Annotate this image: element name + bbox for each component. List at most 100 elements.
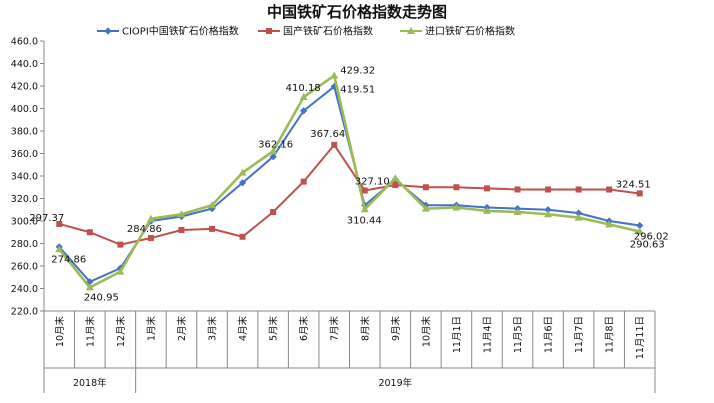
y-tick-label: 400.0 xyxy=(11,104,38,115)
data-label: 297.37 xyxy=(29,213,64,224)
series-point xyxy=(575,186,582,193)
x-tick-label: 11月8日 xyxy=(605,316,616,353)
series-point xyxy=(331,141,338,148)
series-point xyxy=(514,186,521,193)
series-point xyxy=(147,235,154,242)
x-tick-label: 11月1日 xyxy=(452,316,463,353)
x-tick-label: 11月末 xyxy=(84,316,96,348)
series-point xyxy=(635,227,644,235)
series-layer xyxy=(55,71,644,291)
y-tick-label: 260.0 xyxy=(11,262,38,273)
x-tick-label: 11月4日 xyxy=(482,316,493,353)
y-tick-label: 220.0 xyxy=(11,307,38,318)
series-point xyxy=(209,225,216,232)
year-label: 2019年 xyxy=(378,377,412,389)
y-tick-label: 340.0 xyxy=(11,172,38,183)
data-label: 429.32 xyxy=(340,66,375,77)
series-point xyxy=(238,168,247,176)
data-label: 367.64 xyxy=(310,129,345,140)
x-tick-label: 10月末 xyxy=(54,316,66,348)
series-point xyxy=(238,179,247,187)
x-tick-label: 3月末 xyxy=(207,316,219,342)
data-label: 296.02 xyxy=(634,231,669,242)
series-point xyxy=(300,178,307,185)
series-point xyxy=(270,209,277,215)
series-point xyxy=(177,210,186,218)
series-point xyxy=(513,208,522,215)
series-point xyxy=(360,205,369,213)
legend-entry: 国产铁矿石价格指数 xyxy=(283,25,373,38)
series-point xyxy=(56,220,63,227)
y-tick-label: 240.0 xyxy=(11,284,38,295)
data-label: 327.10 xyxy=(355,177,390,188)
x-tick-label: 11月7日 xyxy=(574,316,585,353)
series-point xyxy=(146,214,155,222)
x-tick-label: 8月末 xyxy=(359,316,371,342)
legend-marker xyxy=(266,28,272,34)
series-point xyxy=(544,206,552,214)
series-point xyxy=(85,283,94,291)
y-tick-label: 420.0 xyxy=(11,82,38,93)
y-tick-label: 280.0 xyxy=(11,239,38,250)
data-label: 324.51 xyxy=(616,179,651,190)
series-point xyxy=(483,185,490,192)
series-point xyxy=(545,186,552,193)
series-point xyxy=(330,71,339,79)
data-label: 274.86 xyxy=(51,254,86,265)
x-tick-label: 7月末 xyxy=(329,316,341,342)
series-line xyxy=(59,143,640,246)
data-label: 310.44 xyxy=(347,215,382,226)
series-point xyxy=(421,204,430,212)
data-label: 240.95 xyxy=(84,292,119,303)
series-point xyxy=(482,206,491,214)
x-tick-label: 11月11日 xyxy=(635,316,646,359)
x-tick-label: 6月末 xyxy=(298,316,310,342)
y-tick-label: 440.0 xyxy=(11,59,38,70)
x-tick-label: 5月末 xyxy=(268,316,280,342)
series-point xyxy=(117,241,124,248)
data-label: 362.16 xyxy=(258,140,293,151)
series-point xyxy=(361,187,368,194)
series-point xyxy=(239,233,246,240)
series-point xyxy=(330,82,338,91)
series-point xyxy=(55,245,64,253)
x-tick-label: 10月末 xyxy=(420,316,432,348)
data-label: 290.63 xyxy=(630,240,665,251)
y-tick-label: 460.0 xyxy=(11,37,38,48)
data-labels: 297.37 274.86 240.95 284.86 362.16 410.18 419.… xyxy=(29,66,668,304)
y-tick-label: 300.0 xyxy=(11,217,38,228)
series-point xyxy=(269,147,278,155)
data-label: 419.51 xyxy=(340,85,375,96)
series-point xyxy=(391,174,400,182)
series-point xyxy=(452,203,461,211)
series-point xyxy=(208,201,217,209)
y-tick-label: 380.0 xyxy=(11,127,38,138)
series-point xyxy=(392,182,399,188)
series-point xyxy=(636,221,644,230)
y-tick-label: 320.0 xyxy=(11,194,38,205)
series-point xyxy=(574,213,583,221)
series-point xyxy=(86,229,93,236)
series-point xyxy=(544,210,553,218)
x-tick-label: 11月5日 xyxy=(513,316,524,353)
x-tick-label: 11月6日 xyxy=(544,316,555,353)
x-tick-label: 12月末 xyxy=(115,316,127,348)
series-point xyxy=(636,190,643,197)
legend-marker xyxy=(407,27,415,34)
series-point xyxy=(422,184,429,191)
legend: CIOPI中国铁矿石价格指数 国产铁矿石价格指数 进口铁矿石价格指数 xyxy=(97,25,515,38)
year-label: 2018年 xyxy=(73,377,107,389)
series-point xyxy=(269,153,277,161)
data-label: 284.86 xyxy=(127,224,162,235)
x-tick-label: 9月末 xyxy=(390,316,402,342)
series-point xyxy=(300,107,308,115)
series-point xyxy=(606,186,613,193)
data-label: 410.18 xyxy=(286,83,321,94)
legend-entry: 进口铁矿石价格指数 xyxy=(425,25,515,38)
series-point xyxy=(116,267,125,275)
axes: 220.0 240.0 260.0 280.0 300.0 320.0 340.0 360.0… xyxy=(11,37,656,393)
chart-title: 中国铁矿石价格指数走势图 xyxy=(267,3,447,21)
legend-entry: CIOPI中国铁矿石价格指数 xyxy=(122,25,239,38)
x-tick-label: 2月末 xyxy=(176,316,188,342)
